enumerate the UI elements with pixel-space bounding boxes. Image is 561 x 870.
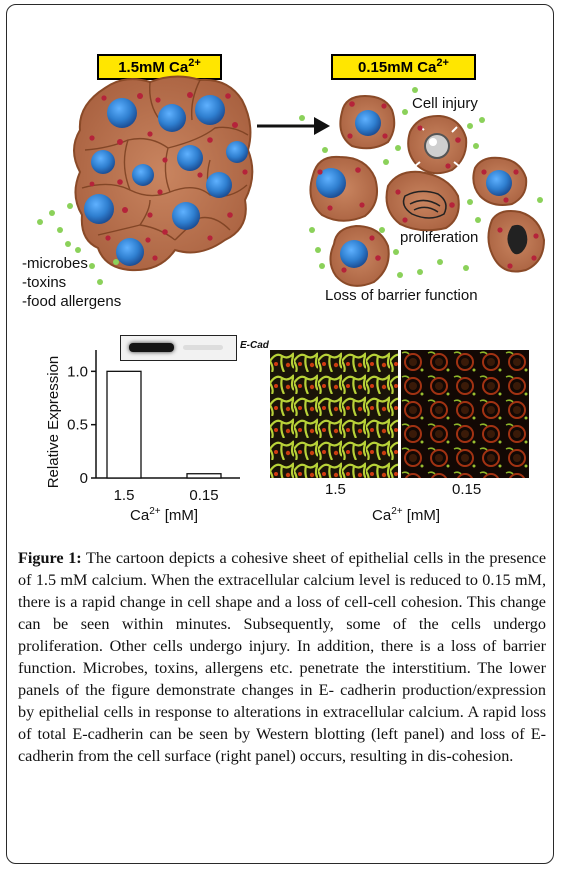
y-axis-label: Relative Expression bbox=[45, 356, 62, 489]
e-cadherin-bar-chart: 0 0.5 1.0 1.5 0.15 Relative Expression bbox=[45, 350, 240, 504]
epithelial-cartoon bbox=[37, 75, 546, 287]
blot-band-low bbox=[183, 345, 223, 350]
blot-band-high bbox=[129, 343, 174, 352]
penetrant-toxins: -toxins bbox=[22, 274, 67, 291]
figure-caption: Figure 1: The cartoon depicts a cohesive… bbox=[18, 547, 546, 767]
western-blot-strip bbox=[120, 335, 237, 361]
y-tick-label: 0.5 bbox=[67, 417, 88, 434]
blot-label: E-Cad bbox=[240, 340, 269, 351]
chart-xlabel: Ca2+ [mM] bbox=[130, 506, 199, 524]
micrograph-label-2: 0.15 bbox=[452, 481, 482, 498]
transition-arrow bbox=[257, 117, 330, 135]
immunofluorescence-panels bbox=[270, 350, 529, 478]
y-tick-label: 0 bbox=[80, 470, 88, 487]
proliferation-label: proliferation bbox=[400, 229, 479, 246]
penetrant-microbes: -microbes bbox=[22, 255, 88, 272]
penetrant-food-allergens: -food allergens bbox=[22, 293, 122, 310]
micrograph-high-calcium bbox=[270, 350, 398, 478]
condition-label-low-calcium: 0.15mM Ca2+ bbox=[331, 54, 476, 80]
bar bbox=[186, 473, 222, 479]
dissociated-cells bbox=[309, 94, 546, 287]
micrograph-low-calcium bbox=[401, 350, 529, 478]
y-tick-label: 1.0 bbox=[67, 363, 88, 380]
x-tick-label: 0.15 bbox=[189, 487, 218, 504]
micrograph-axis-label: Ca2+ [mM] bbox=[372, 506, 441, 524]
bar bbox=[106, 370, 142, 479]
micrograph-label-1: 1.5 bbox=[325, 481, 346, 498]
caption-label: Figure 1: bbox=[18, 549, 82, 567]
condition-label-high-calcium: 1.5mM Ca2+ bbox=[97, 54, 222, 80]
x-tick-label: 1.5 bbox=[114, 487, 135, 504]
microbe-dots bbox=[37, 87, 543, 285]
cohesive-cell-sheet bbox=[73, 75, 254, 272]
loss-of-barrier-label: Loss of barrier function bbox=[325, 287, 478, 304]
cell-injury-label: Cell injury bbox=[412, 95, 478, 112]
caption-text: The cartoon depicts a cohesive sheet of … bbox=[18, 549, 547, 765]
